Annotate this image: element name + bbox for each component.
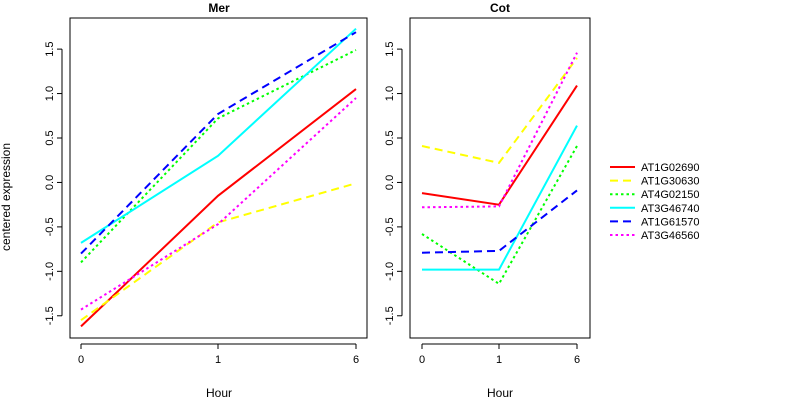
series-line-at3g46560 [80, 97, 357, 311]
series-line-at3g46740 [80, 27, 357, 244]
series-line-at1g02690 [421, 85, 578, 206]
y-tick-label: 0.0 [384, 175, 396, 190]
panel-mer: Mer -1.5 -1.0 -0.5 0.0 0.5 1.0 1.5 0 1 6 Hour [44, 1, 368, 400]
x-tick-label: 0 [419, 354, 425, 366]
x-tick-label: 6 [353, 354, 359, 366]
y-tick-label: 1.0 [384, 86, 396, 101]
x-tick-label: 1 [496, 354, 502, 366]
x-tick-label: 6 [574, 354, 580, 366]
legend-label: AT1G61570 [641, 216, 700, 228]
series-line-at3g46740 [422, 125, 578, 271]
legend-label: AT1G30630 [641, 176, 700, 188]
series-line-at1g30630 [80, 182, 357, 322]
legend-label: AT1G02690 [641, 162, 700, 174]
panel-title-cot: Cot [490, 1, 510, 15]
series-line-at3g46560 [421, 52, 578, 209]
y-axis-cot: -1.5 -1.0 -0.5 0.0 0.5 1.0 1.5 [384, 41, 403, 325]
legend-label: AT3G46560 [641, 230, 700, 242]
series-line-at1g30630 [421, 57, 578, 165]
x-axis-cot: 0 1 6 [419, 343, 580, 366]
x-axis-label-mer: Hour [206, 386, 232, 400]
legend-label: AT3G46740 [641, 203, 700, 215]
y-tick-label: -0.5 [44, 217, 56, 236]
plot-frame-mer [69, 17, 368, 339]
panel-title-mer: Mer [208, 1, 230, 15]
y-axis-mer: -1.5 -1.0 -0.5 0.0 0.5 1.0 1.5 [44, 41, 63, 325]
plot-frame-cot [409, 17, 591, 339]
series-line-at1g61570 [421, 189, 578, 254]
series-line-at1g61570 [80, 31, 357, 255]
x-axis-label-cot: Hour [487, 386, 513, 400]
legend-label: AT4G02150 [641, 189, 700, 201]
x-tick-label: 1 [215, 354, 221, 366]
y-tick-label: -1.0 [384, 262, 396, 281]
series-lines-cot [421, 52, 578, 286]
series-line-at1g02690 [80, 88, 357, 328]
x-axis-mer: 0 1 6 [78, 343, 359, 366]
y-tick-label: 1.5 [44, 41, 56, 56]
panel-cot: Cot -1.5 -1.0 -0.5 0.0 0.5 1.0 1.5 0 1 6 Hour [384, 1, 591, 400]
y-tick-label: -0.5 [384, 217, 396, 236]
y-tick-label: 1.0 [44, 86, 56, 101]
x-tick-label: 0 [78, 354, 84, 366]
y-tick-label: -1.5 [44, 306, 56, 325]
y-tick-label: 0.5 [384, 130, 396, 145]
y-tick-label: 1.5 [384, 41, 396, 56]
y-tick-label: 0.0 [44, 175, 56, 190]
y-tick-label: -1.5 [384, 306, 396, 325]
y-axis-label: centered expression [0, 143, 13, 251]
y-tick-label: -1.0 [44, 262, 56, 281]
y-tick-label: 0.5 [44, 130, 56, 145]
series-lines-mer [80, 27, 357, 328]
